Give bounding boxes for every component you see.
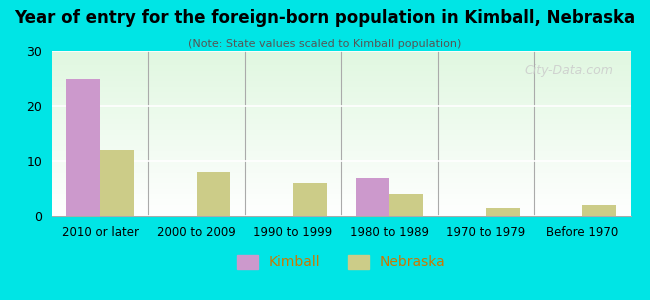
- Bar: [100, 150, 134, 216]
- Bar: [66, 79, 100, 216]
- Bar: [486, 208, 519, 216]
- Bar: [356, 178, 389, 216]
- Bar: [196, 172, 230, 216]
- Bar: [389, 194, 423, 216]
- Text: (Note: State values scaled to Kimball population): (Note: State values scaled to Kimball po…: [188, 39, 462, 49]
- Bar: [582, 205, 616, 216]
- Text: Year of entry for the foreign-born population in Kimball, Nebraska: Year of entry for the foreign-born popul…: [14, 9, 636, 27]
- Text: City-Data.com: City-Data.com: [525, 64, 613, 77]
- Legend: Kimball, Nebraska: Kimball, Nebraska: [231, 249, 451, 275]
- Bar: [293, 183, 327, 216]
